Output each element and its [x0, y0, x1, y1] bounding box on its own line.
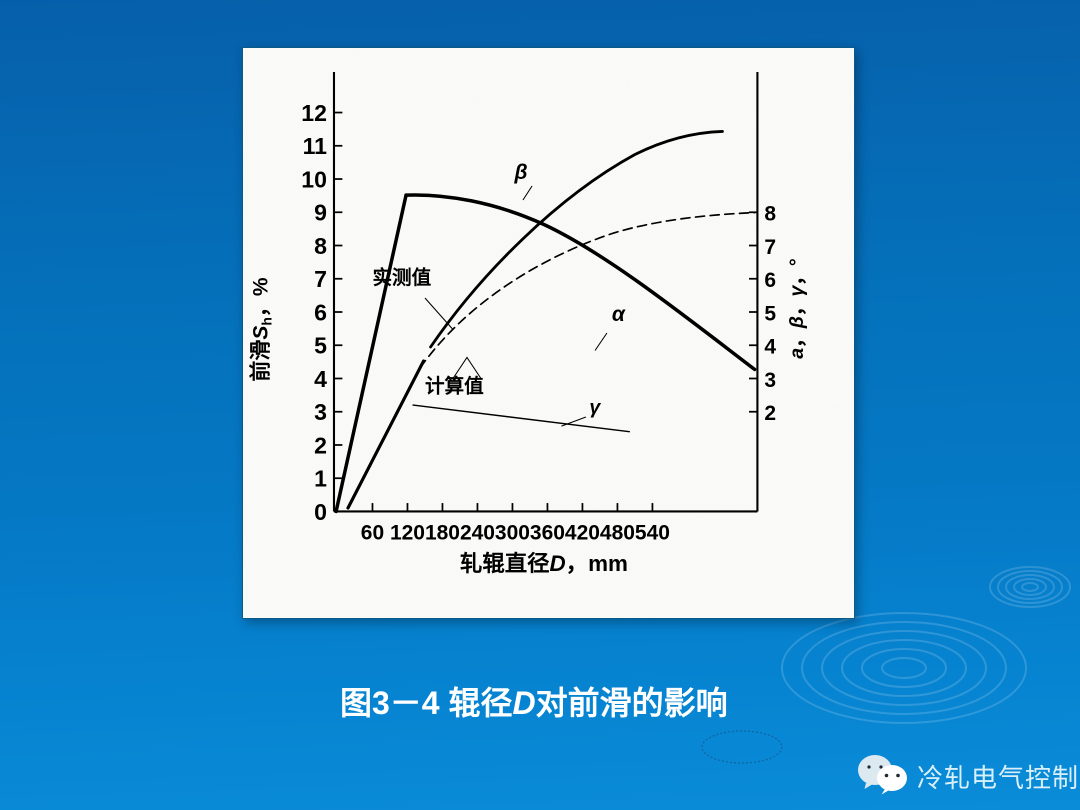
- svg-text:2: 2: [314, 432, 327, 458]
- svg-text:β: β: [514, 161, 528, 184]
- svg-text:1: 1: [314, 465, 327, 491]
- svg-text:180: 180: [425, 521, 460, 544]
- svg-text:0: 0: [314, 499, 327, 525]
- svg-text:5: 5: [314, 332, 327, 358]
- svg-text:120: 120: [390, 521, 425, 544]
- svg-text:8: 8: [314, 233, 327, 259]
- svg-text:9: 9: [314, 199, 327, 225]
- svg-text:5: 5: [764, 302, 776, 325]
- svg-text:4: 4: [314, 366, 327, 392]
- svg-text:60: 60: [361, 521, 384, 544]
- svg-text:实测值: 实测值: [372, 266, 431, 289]
- svg-text:7: 7: [764, 236, 776, 259]
- svg-text:8: 8: [764, 203, 776, 226]
- svg-text:计算值: 计算值: [425, 374, 484, 397]
- svg-text:3: 3: [314, 399, 327, 425]
- svg-text:11: 11: [303, 133, 328, 159]
- svg-text:前滑Sh，%: 前滑Sh，%: [248, 277, 274, 382]
- svg-text:α: α: [612, 303, 626, 326]
- svg-text:12: 12: [301, 100, 327, 126]
- svg-text:480: 480: [600, 521, 635, 544]
- svg-text:4: 4: [764, 336, 776, 359]
- svg-text:3: 3: [764, 369, 776, 392]
- svg-text:300: 300: [495, 521, 530, 544]
- svg-text:540: 540: [635, 521, 670, 544]
- svg-text:10: 10: [301, 166, 327, 192]
- svg-text:240: 240: [460, 521, 495, 544]
- svg-text:360: 360: [530, 521, 565, 544]
- svg-text:6: 6: [764, 269, 776, 292]
- svg-text:7: 7: [314, 266, 327, 292]
- svg-text:a，β，γ，°: a，β，γ，°: [786, 258, 808, 359]
- svg-text:420: 420: [565, 521, 600, 544]
- svg-text:轧辊直径D，mm: 轧辊直径D，mm: [460, 550, 628, 576]
- svg-text:6: 6: [314, 299, 327, 325]
- svg-text:γ: γ: [589, 396, 601, 418]
- svg-text:2: 2: [764, 402, 776, 425]
